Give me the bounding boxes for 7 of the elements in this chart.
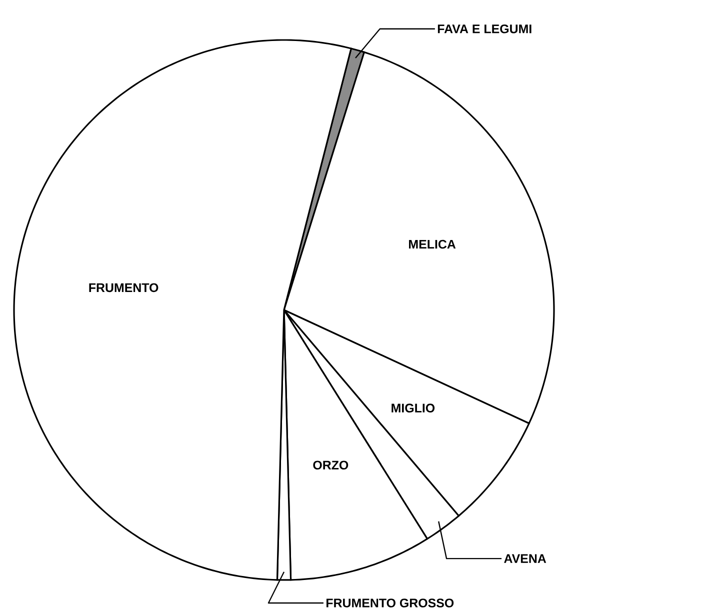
slice-label: AVENA [504, 554, 546, 563]
slice-label: ORZO [313, 460, 348, 470]
slice-label: FRUMENTO GROSSO [326, 598, 454, 608]
slice-label: FAVA E LEGUMI [438, 24, 532, 34]
slice-label: FRUMENTO [89, 283, 158, 292]
slice-label: MELICA [409, 240, 456, 249]
slice-label: MIGLIO [392, 404, 435, 412]
